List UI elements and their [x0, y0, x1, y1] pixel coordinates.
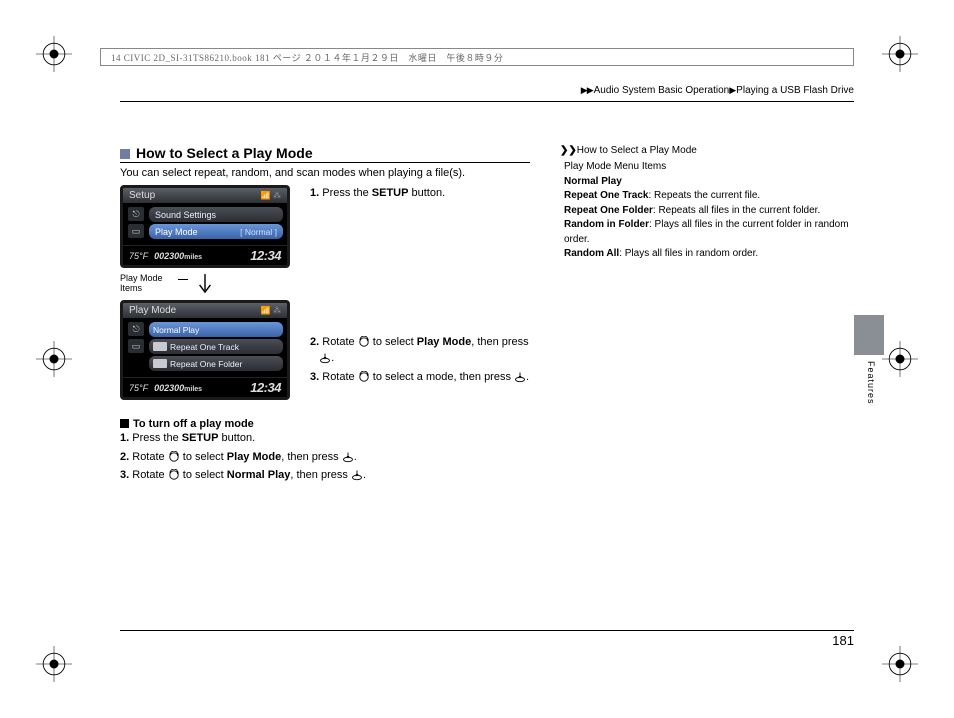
square-bullet-icon — [120, 419, 129, 428]
item-random-in-folder: Random in Folder: Plays all files in the… — [564, 218, 854, 247]
registration-mark-icon — [882, 36, 918, 72]
folder-icon: ▭ — [128, 224, 144, 238]
menu-row-repeat-one-folder: Repeat One Folder — [149, 356, 283, 371]
subsection-heading: To turn off a play mode — [120, 418, 530, 430]
menu-row-repeat-one-track: Repeat One Track — [149, 339, 283, 354]
item-normal-play: Normal Play — [564, 175, 854, 190]
press-knob-icon — [514, 371, 526, 383]
callout: Play ModeItems — [120, 272, 290, 296]
press-knob-icon — [351, 469, 363, 481]
breadcrumb-rule — [120, 101, 854, 102]
section-heading: How to Select a Play Mode — [120, 145, 530, 163]
registration-mark-icon — [882, 341, 918, 377]
source-file-text: 14 CIVIC 2D_SI-31TS86210.book 181 ページ ２０… — [111, 51, 503, 64]
breadcrumb-part1: Audio System Basic Operation — [594, 85, 730, 96]
menu-row-sound-settings: Sound Settings — [149, 207, 283, 222]
callout-label: Play ModeItems — [120, 274, 170, 294]
source-file-header: 14 CIVIC 2D_SI-31TS86210.book 181 ページ ２０… — [100, 48, 854, 66]
instruction-steps: 1. Press the SETUP button. 2. Rotate to … — [310, 185, 529, 387]
temp-reading: 75°F — [129, 383, 148, 393]
lcd-title: Setup — [129, 190, 155, 201]
registration-mark-icon — [882, 646, 918, 682]
page-number: 181 — [120, 630, 854, 648]
step-2: 2. Rotate to select Play Mode, then pres… — [310, 334, 529, 367]
step-2: 2. Rotate to select Play Mode, then pres… — [120, 449, 530, 466]
lcd-title: Play Mode — [129, 305, 176, 316]
step-3: 3. Rotate to select a mode, then press . — [310, 369, 529, 386]
callout-connector — [178, 279, 188, 280]
rotate-knob-icon — [358, 371, 370, 383]
menu-row-normal-play: Normal Play — [149, 322, 283, 337]
rotate-knob-icon — [168, 451, 180, 463]
item-repeat-one-folder: Repeat One Folder: Repeats all files in … — [564, 204, 854, 219]
rotate-knob-icon — [168, 469, 180, 481]
triangle-icon: ▶ — [729, 85, 735, 95]
registration-mark-icon — [36, 341, 72, 377]
breadcrumb-part2: Playing a USB Flash Drive — [736, 85, 854, 96]
section-intro: You can select repeat, random, and scan … — [120, 167, 530, 179]
section-tab-label: Features — [866, 361, 876, 405]
press-knob-icon — [342, 451, 354, 463]
odometer-unit: miles — [184, 386, 202, 393]
breadcrumb: ▶▶Audio System Basic Operation▶Playing a… — [581, 85, 854, 96]
item-random-all: Random All: Plays all files in random or… — [564, 247, 854, 262]
press-knob-icon — [319, 352, 331, 364]
usb-icon: ⎋ — [128, 207, 144, 221]
sidebar-title: ❯❯How to Select a Play Mode — [560, 145, 854, 156]
setup-screen-figure: Setup 📶 ⁂ ⎋ ▭ Sound Settings Play Mode[ … — [120, 185, 290, 268]
odometer: 002300 — [154, 251, 184, 261]
status-icons: 📶 ⁂ — [261, 191, 281, 200]
temp-reading: 75°F — [129, 251, 148, 261]
item-repeat-one-track: Repeat One Track: Repeats the current fi… — [564, 189, 854, 204]
chevron-icon: ❯❯ — [560, 145, 577, 156]
sidebar-body: Play Mode Menu Items Normal Play Repeat … — [560, 160, 854, 262]
menu-row-play-mode: Play Mode[ Normal ] — [149, 224, 283, 239]
menu-items-heading: Play Mode Menu Items — [564, 160, 854, 175]
registration-mark-icon — [36, 646, 72, 682]
step-3: 3. Rotate to select Normal Play, then pr… — [120, 467, 530, 484]
clock: 12:34 — [250, 248, 281, 263]
odometer-unit: miles — [184, 254, 202, 261]
repeat-folder-icon — [153, 359, 167, 368]
section-tab — [854, 315, 884, 355]
square-bullet-icon — [120, 149, 130, 159]
turnoff-steps: 1. Press the SETUP button. 2. Rotate to … — [120, 430, 530, 484]
step-1: 1. Press the SETUP button. — [310, 185, 529, 202]
clock: 12:34 — [250, 380, 281, 395]
step-1: 1. Press the SETUP button. — [120, 430, 530, 447]
section-title: How to Select a Play Mode — [136, 145, 313, 161]
odometer: 002300 — [154, 383, 184, 393]
rotate-knob-icon — [358, 336, 370, 348]
down-arrow-icon — [196, 272, 214, 296]
play-mode-screen-figure: Play Mode 📶 ⁂ ⎋ ▭ Normal Play Repeat One… — [120, 300, 290, 400]
triangle-icon: ▶▶ — [581, 85, 593, 95]
registration-mark-icon — [36, 36, 72, 72]
usb-icon: ⎋ — [128, 322, 144, 336]
status-icons: 📶 ⁂ — [261, 306, 281, 315]
repeat-track-icon — [153, 342, 167, 351]
folder-icon: ▭ — [128, 339, 144, 353]
